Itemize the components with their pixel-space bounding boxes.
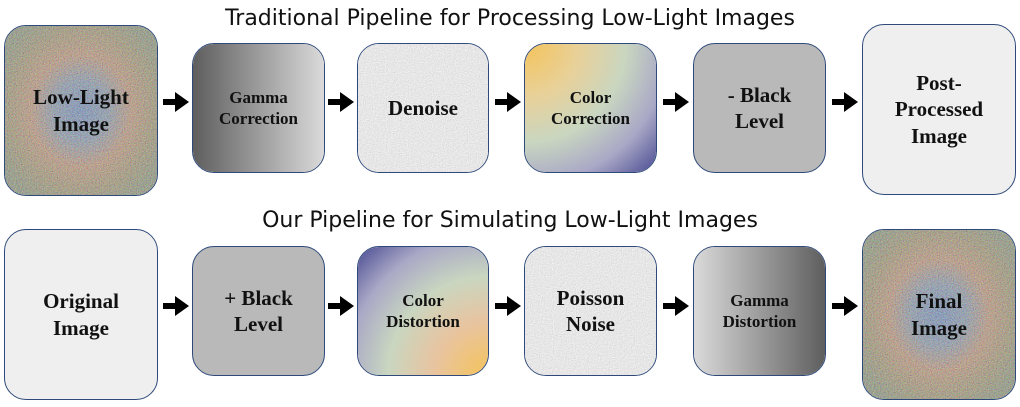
denoise-line-1: Denoise — [388, 95, 458, 120]
gamma-distortion-line-2: Distortion — [722, 312, 797, 331]
final-image-texture — [863, 230, 1015, 399]
arrow-right-icon — [832, 92, 858, 112]
low-light-image-box: Low-Light Image — [4, 25, 158, 196]
arrow-right-icon — [163, 296, 189, 316]
denoise-box: Denoise — [357, 43, 489, 173]
original-image-label: Original Image — [37, 288, 125, 341]
poisson-noise-texture — [525, 247, 656, 375]
denoise-noise-texture — [358, 44, 488, 172]
poisson-noise-label: Poisson Noise — [551, 285, 631, 338]
arrow-right-icon — [328, 92, 354, 112]
subtract-black-level-label: - Black Level — [722, 82, 798, 135]
subtract-black-level-box: - Black Level — [693, 43, 826, 173]
color-correction-label: Color Correction — [545, 87, 636, 130]
poisson-noise-line-1: Poisson — [556, 285, 625, 310]
gamma-correction-label: Gamma Correction — [213, 87, 304, 130]
original-image-box: Original Image — [4, 229, 158, 400]
color-correction-box: Color Correction — [524, 43, 657, 173]
add-black-level-line-1: + Black — [224, 285, 293, 310]
post-processed-image-label: Post- Processed Image — [889, 70, 989, 149]
add-black-level-line-2: Level — [234, 312, 283, 336]
final-image-line-2: Image — [911, 315, 967, 340]
color-distortion-line-1: Color — [402, 290, 444, 310]
color-correction-gradient — [525, 44, 656, 172]
final-image-line-1: Final — [915, 289, 963, 314]
gamma-distortion-line-1: Gamma — [730, 290, 789, 310]
arrow-right-icon — [328, 296, 354, 316]
final-image-box: Final Image — [862, 229, 1016, 400]
arrow-right-icon — [163, 92, 189, 112]
low-light-image-label: Low-Light Image — [27, 84, 135, 137]
simulation-pipeline-title: Our Pipeline for Simulating Low-Light Im… — [262, 208, 758, 233]
gamma-distortion-label: Gamma Distortion — [717, 290, 803, 333]
post-processed-line-2: Processed — [894, 97, 984, 122]
poisson-noise-line-2: Noise — [566, 312, 615, 336]
arrow-right-icon — [832, 296, 858, 316]
arrow-right-icon — [663, 92, 689, 112]
color-correction-line-2: Correction — [551, 109, 630, 128]
color-distortion-label: Color Distortion — [380, 290, 466, 333]
color-distortion-line-2: Distortion — [386, 312, 460, 331]
original-image-line-1: Original — [43, 289, 119, 314]
gamma-correction-line-1: Gamma — [229, 87, 288, 107]
denoise-label: Denoise — [382, 95, 464, 121]
color-distortion-box: Color Distortion — [357, 246, 489, 376]
original-image-line-2: Image — [53, 315, 109, 340]
final-image-label: Final Image — [905, 288, 973, 341]
color-distortion-gradient — [358, 247, 488, 375]
add-black-level-box: + Black Level — [192, 246, 325, 376]
color-correction-line-1: Color — [569, 87, 612, 107]
poisson-noise-box: Poisson Noise — [524, 246, 657, 376]
arrow-right-icon — [663, 296, 689, 316]
gamma-correction-gradient — [193, 44, 324, 172]
gamma-correction-line-2: Correction — [219, 109, 298, 128]
arrow-right-icon — [495, 296, 521, 316]
traditional-pipeline-title: Traditional Pipeline for Processing Low-… — [225, 6, 795, 31]
gamma-correction-box: Gamma Correction — [192, 43, 325, 173]
post-processed-line-3: Image — [910, 123, 967, 148]
low-light-label-line-2: Image — [53, 111, 109, 136]
add-black-level-label: + Black Level — [218, 285, 299, 338]
subtract-black-level-line-2: Level — [735, 109, 784, 133]
post-processed-line-1: Post- — [916, 71, 962, 96]
gamma-distortion-gradient — [694, 247, 825, 375]
gamma-distortion-box: Gamma Distortion — [693, 246, 826, 376]
post-processed-image-box: Post- Processed Image — [862, 24, 1016, 195]
low-light-label-line-1: Low-Light — [33, 85, 129, 110]
arrow-right-icon — [495, 92, 521, 112]
low-light-texture — [5, 26, 157, 195]
subtract-black-level-line-1: - Black — [727, 82, 792, 107]
